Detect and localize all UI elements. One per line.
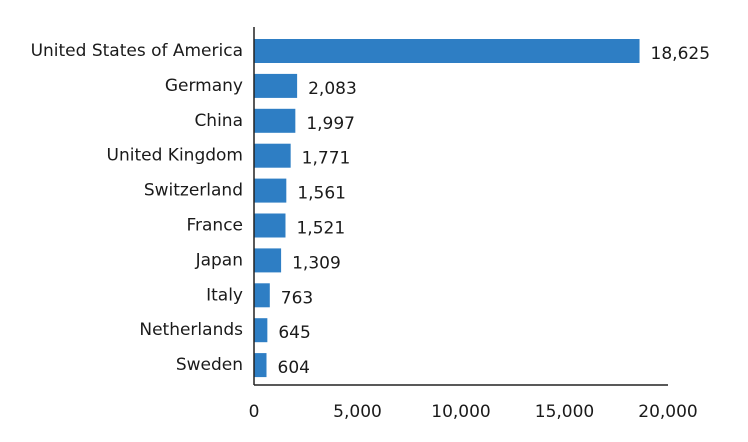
value-label-8: 645 <box>278 323 310 343</box>
bar-8 <box>254 318 268 343</box>
value-label-3: 1,771 <box>302 149 351 169</box>
x-tick-label-0: 0 <box>249 402 260 422</box>
x-tick-label-3: 15,000 <box>535 402 594 422</box>
bars-group <box>254 39 640 378</box>
value-label-2: 1,997 <box>306 114 355 134</box>
category-label-7: Italy <box>206 285 243 305</box>
bar-4 <box>254 178 287 203</box>
value-label-6: 1,309 <box>292 253 341 273</box>
x-tick-label-4: 20,000 <box>638 402 697 422</box>
bar-5 <box>254 213 286 238</box>
x-ticks-group: 0 5,000 10,000 15,000 20,000 <box>249 402 698 422</box>
bar-3 <box>254 143 291 168</box>
category-label-9: Sweden <box>176 355 243 375</box>
category-label-0: United States of America <box>31 41 243 61</box>
bar-9 <box>254 353 267 378</box>
value-label-0: 18,625 <box>651 44 710 64</box>
value-label-5: 1,521 <box>296 219 345 239</box>
bar-7 <box>254 283 270 308</box>
bar-6 <box>254 248 282 273</box>
x-tick-label-1: 5,000 <box>333 402 382 422</box>
category-label-5: France <box>186 216 243 236</box>
category-label-2: China <box>194 111 243 131</box>
category-label-8: Netherlands <box>139 320 243 340</box>
category-label-6: Japan <box>195 250 243 270</box>
value-label-1: 2,083 <box>308 79 357 99</box>
category-label-1: Germany <box>165 76 243 96</box>
x-tick-label-2: 10,000 <box>431 402 490 422</box>
category-label-3: United Kingdom <box>107 146 243 166</box>
bar-2 <box>254 108 296 133</box>
category-labels-group: United States of America Germany China Unit… <box>31 41 244 375</box>
category-label-4: Switzerland <box>144 181 243 201</box>
value-label-9: 604 <box>278 358 310 378</box>
value-label-7: 763 <box>281 288 313 308</box>
value-labels-group: 18,625 2,083 1,997 1,771 1,561 1,521 1,309 763 6… <box>278 44 711 378</box>
value-label-4: 1,561 <box>297 184 346 204</box>
bar-0 <box>254 39 640 63</box>
bar-1 <box>254 73 298 98</box>
